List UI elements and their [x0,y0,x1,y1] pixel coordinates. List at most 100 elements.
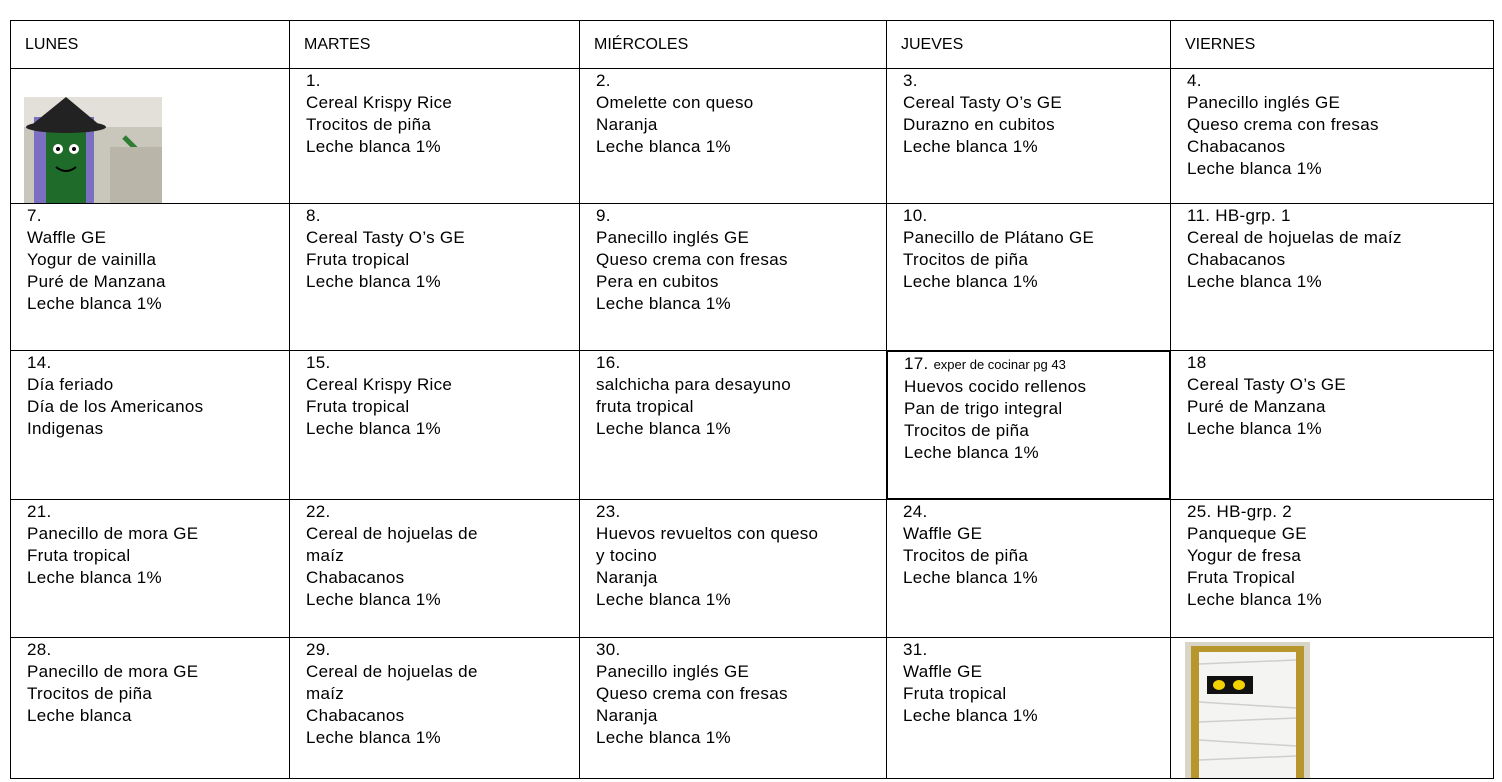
header-cell: LUNES [10,20,290,69]
menu-item: Día feriado [27,374,289,396]
menu-item: Leche blanca 1% [306,589,579,611]
day-number: 23. [596,502,621,521]
day-number-line: 11. HB-grp. 1 [1187,205,1493,227]
header-cell: VIERNES [1170,20,1494,69]
day-number-line: 15. [306,352,579,374]
menu-item: Cereal Krispy Rice [306,374,579,396]
day-number: 11. HB-grp. 1 [1187,206,1291,225]
menu-item: Waffle GE [903,661,1170,683]
menu-item: Huevos cocido rellenos [904,376,1169,398]
menu-item: Leche blanca 1% [903,271,1170,293]
menu-item: Cereal de hojuelas de maíz [1187,227,1493,249]
day-number: 29. [306,640,331,659]
day-number-line: 30. [596,639,886,661]
menu-item: Panecillo de mora GE [27,661,289,683]
day-number-line: 2. [596,70,886,92]
day-number-line: 17. exper de cocinar pg 43 [904,353,1169,376]
day-number: 22. [306,502,331,521]
menu-item: Leche blanca 1% [596,589,886,611]
menu-item: Queso crema con fresas [596,249,886,271]
menu-item: y tocino [596,545,886,567]
day-number: 9. [596,206,611,225]
menu-item: Trocitos de piña [903,545,1170,567]
menu-item: Leche blanca 1% [27,567,289,589]
header-cell: MARTES [289,20,580,69]
day-number: 4. [1187,71,1202,90]
menu-item: Panecillo de mora GE [27,523,289,545]
menu-item: Durazno en cubitos [903,114,1170,136]
menu-item: Cereal Tasty O’s GE [903,92,1170,114]
day-number-line: 18 [1187,352,1493,374]
menu-item: Panecillo inglés GE [596,227,886,249]
menu-item: Leche blanca 1% [1187,589,1493,611]
menu-item: Waffle GE [27,227,289,249]
day-number: 30. [596,640,621,659]
menu-item: Cereal de hojuelas de [306,661,579,683]
menu-item: maíz [306,545,579,567]
day-number: 18 [1187,353,1207,372]
day-number: 28. [27,640,52,659]
menu-item: Chabacanos [1187,136,1493,158]
menu-item: Leche blanca 1% [596,293,886,315]
menu-item: Leche blanca 1% [596,136,886,158]
menu-item: Leche blanca 1% [306,727,579,749]
menu-item: Leche blanca 1% [596,727,886,749]
menu-item: Fruta tropical [27,545,289,567]
menu-item: Pera en cubitos [596,271,886,293]
menu-item: Leche blanca 1% [903,567,1170,589]
day-number-line: 29. [306,639,579,661]
day-number-line: 24. [903,501,1170,523]
menu-item: Puré de Manzana [1187,396,1493,418]
menu-item: Panecillo de Plátano GE [903,227,1170,249]
day-number: 15. [306,353,331,372]
day-number: 24. [903,502,928,521]
day-number-line: 10. [903,205,1170,227]
day-number-line: 23. [596,501,886,523]
menu-item: Naranja [596,567,886,589]
day-number: 3. [903,71,918,90]
menu-item: maíz [306,683,579,705]
menu-item: Leche blanca 1% [1187,271,1493,293]
menu-item: Fruta tropical [903,683,1170,705]
menu-item: Naranja [596,114,886,136]
day-number-line: 21. [27,501,289,523]
day-number-line: 9. [596,205,886,227]
day-number: 16. [596,353,621,372]
menu-item: Panecillo inglés GE [1187,92,1493,114]
menu-item: Leche blanca 1% [903,705,1170,727]
day-number-line: 28. [27,639,289,661]
day-number-line: 16. [596,352,886,374]
menu-item: Leche blanca 1% [1187,158,1493,180]
day-number-line: 22. [306,501,579,523]
menu-item: Trocitos de piña [904,420,1169,442]
menu-item: Cereal Krispy Rice [306,92,579,114]
menu-item: Pan de trigo integral [904,398,1169,420]
menu-item: Leche blanca 1% [903,136,1170,158]
day-number-line: 1. [306,70,579,92]
menu-item: salchicha para desayuno [596,374,886,396]
day-number: 14. [27,353,52,372]
menu-item: Leche blanca 1% [27,293,289,315]
menu-item: Panecillo inglés GE [596,661,886,683]
day-number: 10. [903,206,928,225]
menu-item: fruta tropical [596,396,886,418]
menu-item: Chabacanos [306,567,579,589]
menu-item: Leche blanca 1% [1187,418,1493,440]
menu-item: Fruta Tropical [1187,567,1493,589]
